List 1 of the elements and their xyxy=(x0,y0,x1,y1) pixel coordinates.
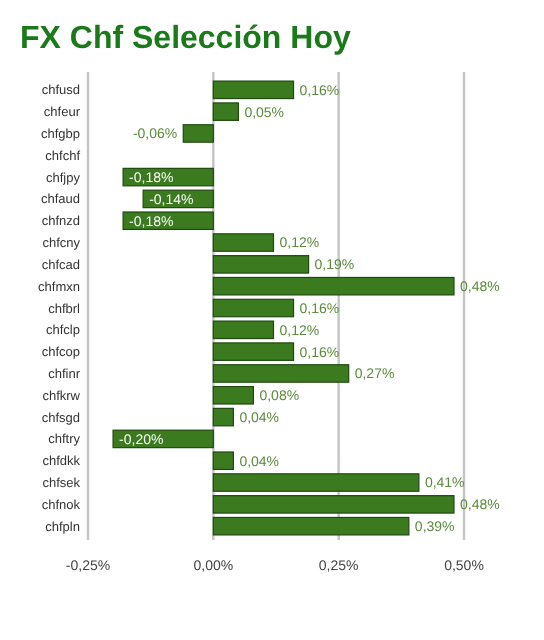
chart-title: FX Chf Selección Hoy xyxy=(20,22,351,56)
